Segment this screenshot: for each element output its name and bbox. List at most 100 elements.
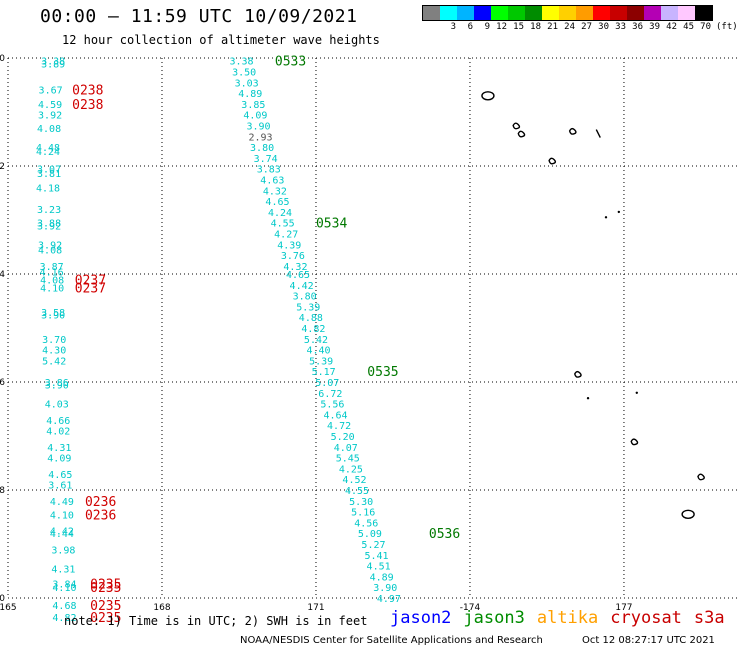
island-outline bbox=[481, 91, 495, 101]
lat-tick-label: -8 bbox=[0, 486, 5, 496]
island-outline bbox=[604, 216, 608, 219]
colorbar-label: 21 bbox=[547, 22, 558, 32]
pass-time-label: 0236 bbox=[85, 508, 116, 523]
colorbar-swatch bbox=[559, 6, 576, 20]
island-outline bbox=[630, 438, 639, 446]
wave-height-label: 4.48 bbox=[36, 143, 60, 154]
wave-height-label: 4.07 bbox=[334, 443, 358, 454]
wave-height-label: 4.40 bbox=[306, 346, 330, 357]
lon-tick-label: 177 bbox=[615, 603, 632, 613]
colorbar-swatch bbox=[491, 6, 508, 20]
colorbar-swatch bbox=[627, 6, 644, 20]
lon-tick-label: -174 bbox=[460, 603, 481, 613]
colorbar-swatch bbox=[678, 6, 695, 20]
colorbar-swatch bbox=[610, 6, 627, 20]
wave-height-colorbar bbox=[422, 5, 713, 21]
wave-height-label: 4.44 bbox=[50, 529, 74, 540]
wave-height-label: 5.39 bbox=[309, 356, 333, 367]
wave-height-label: 3.07 bbox=[37, 165, 61, 176]
wave-height-label: 3.90 bbox=[41, 311, 65, 322]
colorbar-label: 45 bbox=[683, 22, 694, 32]
colorbar-label: 39 bbox=[649, 22, 660, 32]
wave-height-label: 4.25 bbox=[339, 464, 363, 475]
wave-height-label: 5.09 bbox=[358, 529, 382, 540]
wave-height-label: 4.65 bbox=[286, 270, 310, 281]
lat-tick-label: -2 bbox=[0, 162, 5, 172]
wave-height-label: 4.97 bbox=[377, 594, 401, 605]
wave-height-label: 4.72 bbox=[327, 421, 351, 432]
legend-jason2: jason2 bbox=[390, 608, 452, 628]
chart-title: 00:00 – 11:59 UTC 10/09/2021 bbox=[40, 6, 358, 27]
colorbar-label: 6 bbox=[467, 22, 473, 32]
legend-altika: altika bbox=[536, 608, 599, 628]
wave-height-label: 4.31 bbox=[47, 443, 71, 454]
colorbar-swatch bbox=[593, 6, 610, 20]
wave-height-label: 3.38 bbox=[230, 57, 254, 68]
wave-height-label: 3.03 bbox=[235, 78, 259, 89]
wave-height-label: 3.80 bbox=[250, 143, 274, 154]
wave-height-label: 6.72 bbox=[318, 389, 342, 400]
pass-time-labels: 0238023802370237023602360235023502350235… bbox=[72, 55, 460, 626]
island-outline bbox=[586, 397, 590, 400]
colorbar-label: 9 bbox=[484, 22, 490, 32]
wave-height-label: 4.10 bbox=[40, 284, 64, 295]
wave-height-label: 3.38 bbox=[41, 57, 65, 68]
island-outline bbox=[512, 122, 521, 130]
wave-height-label: 4.42 bbox=[290, 281, 314, 292]
wave-height-label: 3.76 bbox=[281, 251, 305, 262]
wave-height-label: 4.32 bbox=[263, 186, 287, 197]
wave-height-label: 4.27 bbox=[274, 230, 298, 241]
wave-height-label: 3.67 bbox=[39, 85, 63, 96]
wave-height-label: 4.24 bbox=[268, 208, 292, 219]
pass-time-label: 0237 bbox=[75, 282, 106, 297]
wave-height-label: 4.68 bbox=[52, 601, 76, 612]
wave-height-label: 4.55 bbox=[345, 486, 369, 497]
colorbar-label: 18 bbox=[530, 22, 541, 32]
map-grid bbox=[7, 57, 740, 599]
wave-height-label: 4.56 bbox=[354, 518, 378, 529]
wave-height-label: 5.30 bbox=[349, 497, 373, 508]
wave-height-label: 4.42 bbox=[50, 527, 74, 538]
colorbar-label: 27 bbox=[581, 22, 592, 32]
wave-height-label: 3.89 bbox=[41, 59, 65, 70]
colorbar-swatch bbox=[661, 6, 678, 20]
wave-height-label: 3.84 bbox=[52, 579, 76, 590]
wave-height-label: 4.09 bbox=[47, 454, 71, 465]
island-outlines bbox=[481, 91, 705, 519]
satellite-legend: jason2 jason3 altika cryosat s3a bbox=[390, 608, 725, 628]
colorbar-label: 12 bbox=[496, 22, 507, 32]
pass-time-label: 0238 bbox=[72, 83, 103, 98]
wave-height-label: 5.16 bbox=[351, 508, 375, 519]
pass-time-label: 0533 bbox=[275, 55, 306, 70]
colorbar-swatch bbox=[423, 6, 440, 20]
colorbar-swatch bbox=[440, 6, 457, 20]
pass-time-label: 0536 bbox=[429, 527, 460, 542]
wave-height-label: 4.08 bbox=[40, 275, 64, 286]
pass-time-label: 0235 bbox=[90, 599, 121, 614]
pass-time-label: 0535 bbox=[367, 365, 398, 380]
generated-timestamp: Oct 12 08:27:17 UTC 2021 bbox=[582, 635, 715, 646]
colorbar-label: 33 bbox=[615, 22, 626, 32]
wave-height-label: 4.51 bbox=[367, 562, 391, 573]
lon-tick-label: 171 bbox=[307, 603, 324, 613]
lon-tick-label: 168 bbox=[153, 603, 170, 613]
wave-height-label: 2.93 bbox=[248, 132, 272, 143]
pass-time-label: 0235 bbox=[90, 611, 121, 626]
wave-height-label: 5.41 bbox=[365, 551, 389, 562]
wave-height-label: 3.85 bbox=[241, 100, 265, 111]
colorbar-label: 70 bbox=[700, 22, 711, 32]
wave-height-label: 5.20 bbox=[331, 432, 355, 443]
wave-height-label: 5.56 bbox=[320, 400, 344, 411]
wave-height-label: 4.24 bbox=[36, 147, 60, 158]
island-outline bbox=[635, 391, 638, 394]
wave-height-label: 4.52 bbox=[342, 475, 366, 486]
pass-time-label: 0238 bbox=[72, 98, 103, 113]
wave-height-label: 4.09 bbox=[243, 111, 267, 122]
pass-time-label: 0236 bbox=[85, 495, 116, 510]
wave-height-label: 5.39 bbox=[296, 302, 320, 313]
wave-height-label: 3.92 bbox=[37, 221, 61, 232]
lon-tick-label: 165 bbox=[0, 603, 17, 613]
wave-height-label: 4.65 bbox=[48, 470, 72, 481]
island-outline bbox=[595, 129, 601, 138]
island-outline bbox=[617, 210, 621, 214]
